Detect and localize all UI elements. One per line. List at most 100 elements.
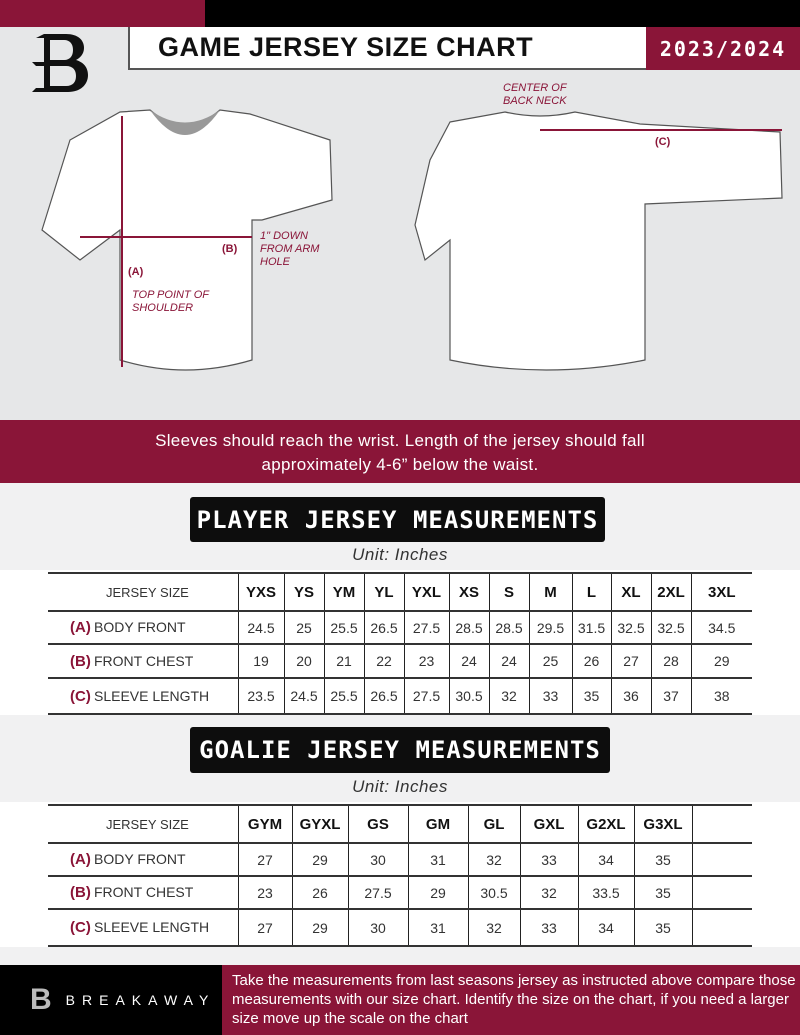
label-c: (C): [655, 136, 671, 148]
cell-value: 21: [324, 644, 365, 678]
size-col-2XL: 2XL: [651, 573, 692, 611]
size-col-XS: XS: [449, 573, 490, 611]
row-name: BODY FRONT: [94, 619, 186, 635]
player-title: PLAYER JERSEY MEASUREMENTS: [190, 497, 605, 542]
row-label: (B) FRONT CHEST: [48, 876, 239, 909]
size-col-YM: YM: [324, 573, 365, 611]
cell-value: 38: [713, 688, 730, 704]
size-col-G3XL: G3XL: [634, 805, 693, 843]
size-col-GM: GM: [408, 805, 469, 843]
season-badge: 2023/2024: [646, 27, 800, 70]
top-accent-bar: [0, 0, 205, 27]
size-col-3XL: 3XL: [707, 583, 736, 601]
cell-value: 27.5: [348, 876, 409, 909]
cell-value: 35: [634, 909, 693, 946]
size-col-S: S: [489, 573, 530, 611]
size-col-GL: GL: [468, 805, 521, 843]
table-row: (B) FRONT CHEST 19 20 21 22 23 24 24 25 26 27 28 29: [48, 644, 752, 678]
goalie-title: GOALIE JERSEY MEASUREMENTS: [190, 727, 610, 773]
cell-value: 31.5: [572, 611, 612, 644]
row-label: (B) FRONT CHEST: [48, 644, 239, 678]
cell-value: 27.5: [404, 611, 450, 644]
empty-col: [692, 805, 752, 843]
row-label: (A) BODY FRONT: [48, 843, 239, 876]
cell-value: 31: [408, 843, 469, 876]
size-col-XL: XL: [611, 573, 652, 611]
row-name: BODY FRONT: [94, 851, 186, 867]
cell-value: 30.5: [468, 876, 521, 909]
row-label: (C) SLEEVE LENGTH: [48, 909, 239, 946]
size-col-YL: YL: [364, 573, 405, 611]
cell-value: 19: [238, 644, 285, 678]
cell-value: 24.5: [284, 678, 325, 714]
cell-value: 29: [292, 843, 349, 876]
cell-value: 24.5: [238, 611, 285, 644]
cell-value: 24: [449, 644, 490, 678]
goalie-table: JERSEY SIZE GYM GYXL GS GM GL GXL G2XL G3XL (A) BO…: [48, 804, 752, 947]
player-unit: Unit: Inches: [352, 545, 448, 564]
cell-value: 30.5: [449, 678, 490, 714]
cell-value: 32.5: [611, 611, 652, 644]
size-col-G2XL: G2XL: [578, 805, 635, 843]
table-row: (A) BODY FRONT 27 29 30 31 32 33 34 35: [48, 843, 752, 876]
cell-value: 25: [284, 611, 325, 644]
cell-value: 26: [292, 876, 349, 909]
size-col-GS: GS: [348, 805, 409, 843]
cell-value: 23: [238, 876, 293, 909]
cell-value: 35: [634, 843, 693, 876]
cell-value: 25.5: [324, 678, 365, 714]
cell-value: 35: [634, 876, 693, 909]
empty-cell: [692, 876, 752, 909]
row-key: (B): [70, 884, 91, 901]
table-row: (C) SLEEVE LENGTH 27 29 30 31 32 33 34 35: [48, 909, 752, 946]
cell-value: 25: [529, 644, 573, 678]
footer-brand: B BREAKAWAY: [0, 965, 222, 1035]
label-b: (B): [222, 243, 238, 255]
cell-value: 26.5: [364, 678, 405, 714]
fit-line-2: approximately 4-6” below the waist.: [261, 455, 539, 474]
size-header: JERSEY SIZE: [48, 573, 239, 611]
page-title: GAME JERSEY SIZE CHART: [128, 27, 646, 70]
cell-value: 32: [468, 909, 521, 946]
size-col-YXL: YXL: [404, 573, 450, 611]
row-name: FRONT CHEST: [94, 652, 194, 669]
cell-value: 30: [348, 909, 409, 946]
cell-value: 24: [489, 644, 530, 678]
goalie-unit: Unit: Inches: [352, 777, 448, 796]
back-jersey: [414, 111, 783, 371]
cell-value: 32: [520, 876, 579, 909]
size-col-L: L: [572, 573, 612, 611]
cell-value: 31: [408, 909, 469, 946]
cell-value: 37: [651, 678, 692, 714]
cell-value: 35: [572, 678, 612, 714]
row-label: (C) SLEEVE LENGTH: [48, 678, 239, 714]
cell-value: 29: [292, 909, 349, 946]
size-col-GXL: GXL: [520, 805, 579, 843]
cell-value: 36: [611, 678, 652, 714]
size-col-GYM: GYM: [238, 805, 293, 843]
cell-value: 33: [520, 843, 579, 876]
shoulder-note: TOP POINT OF SHOULDER: [132, 289, 209, 314]
cell-value: 25.5: [324, 611, 365, 644]
size-col-GYXL: GYXL: [292, 805, 349, 843]
cell-value: 30: [348, 843, 409, 876]
cell-value: 34: [578, 843, 635, 876]
row-name: SLEEVE LENGTH: [94, 687, 210, 704]
size-col-YXS: YXS: [238, 573, 285, 611]
cell-value: 27.5: [404, 678, 450, 714]
cell-value: 29: [408, 876, 469, 909]
cell-value: 28.5: [449, 611, 490, 644]
footer-brand-name: BREAKAWAY: [65, 992, 216, 1008]
cell-value: 27: [238, 843, 293, 876]
cell-value: 20: [284, 644, 325, 678]
cell-value: 28: [651, 644, 692, 678]
size-col-YS: YS: [284, 573, 325, 611]
table-row: (C) SLEEVE LENGTH 23.5 24.5 25.5 26.5 27.5 30.5…: [48, 678, 752, 714]
cell-value: 33.5: [578, 876, 635, 909]
row-key: (C): [70, 687, 91, 705]
empty-cell: [692, 843, 752, 876]
cell-value: 32: [489, 678, 530, 714]
chest-note: 1" DOWN FROM ARM HOLE: [260, 230, 320, 268]
cell-value: 26: [572, 644, 612, 678]
cell-value: 29.5: [529, 611, 573, 644]
